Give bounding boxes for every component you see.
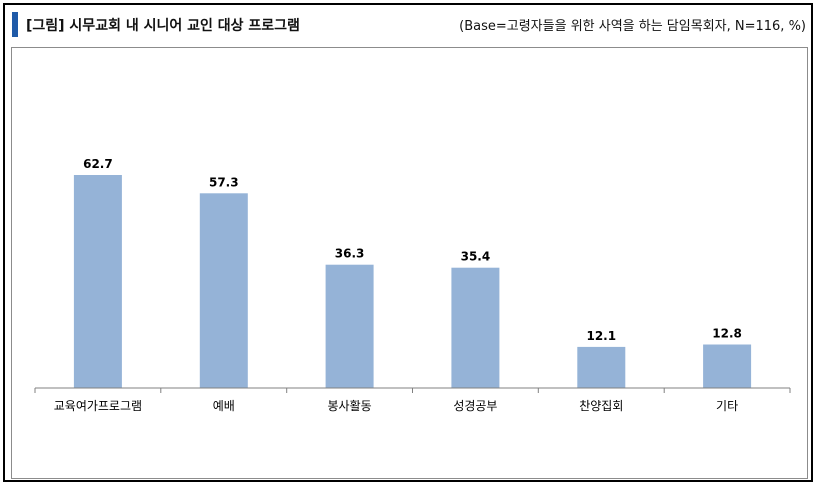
category-label-5: 찬양집회 bbox=[579, 398, 623, 413]
category-label-1: 교육여가프로그램 bbox=[54, 399, 142, 413]
bar-6 bbox=[703, 344, 752, 388]
category-label-2: 예배 bbox=[213, 399, 235, 413]
figure-title: [그림] 시무교회 내 시니어 교인 대상 프로그램 bbox=[26, 18, 300, 34]
category-label-6: 기타 bbox=[716, 399, 738, 413]
data-label-2: 57.3 bbox=[209, 175, 239, 189]
bar-3 bbox=[325, 264, 374, 388]
figure-frame bbox=[3, 3, 813, 482]
bar-4 bbox=[451, 267, 500, 388]
category-label-4: 성경공부 bbox=[453, 399, 497, 413]
data-label-3: 36.3 bbox=[335, 247, 365, 261]
bar-1 bbox=[73, 175, 122, 388]
data-label-4: 35.4 bbox=[461, 250, 491, 264]
category-label-3: 봉사활동 bbox=[328, 399, 372, 413]
data-label-5: 12.1 bbox=[586, 329, 616, 343]
base-note: (Base=고령자들을 위한 사역을 하는 담임목회자, N=116, %) bbox=[459, 19, 806, 34]
bar-2 bbox=[199, 193, 248, 388]
title-accent-bar bbox=[12, 12, 18, 37]
chart-area bbox=[11, 47, 808, 479]
data-label-1: 62.7 bbox=[83, 157, 113, 171]
data-label-6: 12.8 bbox=[712, 327, 742, 341]
figure-header: [그림] 시무교회 내 시니어 교인 대상 프로그램 (Base=고령자들을 위… bbox=[12, 10, 808, 38]
bar-5 bbox=[577, 346, 626, 388]
